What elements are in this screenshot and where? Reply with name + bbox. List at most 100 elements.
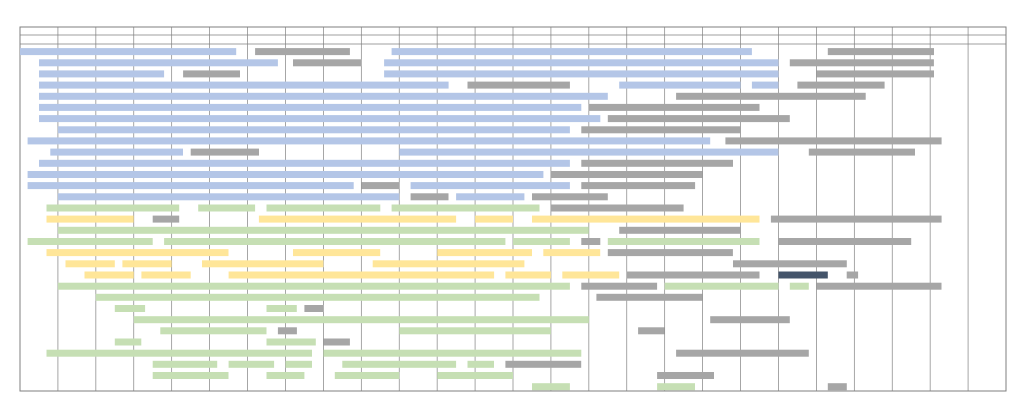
gantt-bar-gray-28 [190, 148, 259, 156]
gantt-bar-gray-9 [183, 70, 240, 78]
gantt-bar-blue-19 [39, 103, 582, 111]
gantt-bar-green-110 [334, 372, 400, 379]
gantt-bar-yellow-65 [543, 249, 601, 257]
gantt-bar-gray-91 [710, 316, 790, 324]
gantt-bar-gray-11 [816, 70, 934, 78]
gantt-bar-green-103 [228, 360, 275, 368]
gantt-bar-green-111 [437, 372, 513, 379]
gantt-bar-blue-25 [27, 137, 711, 145]
gantt-bar-gray-18 [676, 92, 866, 100]
gantt-bar-blue-23 [57, 126, 570, 134]
gantt-bar-blue-15 [751, 81, 779, 89]
gantt-bar-gray-49 [152, 215, 180, 223]
gantt-bar-gray-115 [827, 383, 847, 391]
gantt-bar-gray-71 [733, 260, 847, 268]
gantt-bar-gray-22 [607, 115, 790, 123]
gantt-bar-blue-41 [456, 193, 525, 201]
gantt-bar-gray-16 [797, 81, 885, 89]
gantt-bar-green-80 [57, 282, 570, 290]
gantt-bar-gray-79 [846, 271, 859, 279]
gantt-bar-gray-84 [816, 282, 942, 290]
gantt-bar-gray-66 [607, 249, 733, 257]
gantt-bar-yellow-70 [372, 260, 525, 268]
gantt-bar-blue-37 [410, 182, 570, 190]
gantt-bar-yellow-52 [532, 215, 760, 223]
gantt-bar-green-108 [152, 372, 229, 379]
gantt-bar-blue-31 [39, 159, 570, 167]
gantt-bar-blue-33 [27, 171, 544, 178]
gantt-bar-blue-39 [57, 193, 400, 201]
gantt-bar-gray-24 [581, 126, 741, 134]
gantt-bar-green-105 [342, 360, 457, 368]
gantt-bar-gray-5 [293, 59, 362, 67]
gantt-bar-gray-101 [676, 349, 809, 357]
gantt-bar-green-92 [160, 327, 267, 335]
gantt-bar-gray-77 [626, 271, 760, 279]
gantt-bar-gray-36 [361, 182, 400, 190]
gantt-bar-green-44 [198, 204, 256, 212]
gantt-bar-yellow-67 [65, 260, 115, 268]
gantt-bar-gray-89 [304, 305, 324, 312]
gantt-bar-green-54 [57, 226, 589, 234]
gantt-bar-blue-8 [39, 70, 165, 78]
gantt-bar-gray-40 [410, 193, 449, 201]
gantt-bar-blue-4 [39, 59, 278, 67]
gantt-bar-green-88 [266, 305, 297, 312]
gantt-bar-yellow-74 [228, 271, 495, 279]
gantt-bar-gray-59 [581, 238, 601, 245]
gantt-bar-green-104 [285, 360, 312, 368]
gantt-bar-green-83 [789, 282, 809, 290]
gantt-bar-green-102 [152, 360, 218, 368]
gantt-bar-blue-10 [384, 70, 779, 78]
gantt-bar-gray-107 [505, 360, 582, 368]
gantt-bar-yellow-50 [258, 215, 457, 223]
gantt-bar-gray-55 [619, 226, 741, 234]
gantt-bar-green-43 [46, 204, 180, 212]
gantt-bar-yellow-63 [293, 249, 381, 257]
gantt-bar-blue-17 [39, 92, 608, 100]
gantt-bar-green-106 [467, 360, 494, 368]
gantt-bar-green-97 [266, 338, 316, 346]
gantt-bar-blue-2 [391, 48, 752, 56]
gantt-bar-gray-86 [596, 293, 703, 301]
gantt-bar-green-46 [391, 204, 540, 212]
gantt-bar-gray-98 [323, 338, 350, 346]
gantt-bar-yellow-64 [437, 249, 532, 257]
gantt-bar-blue-35 [27, 182, 354, 190]
gantt-bar-green-58 [513, 238, 570, 245]
gantt-bar-green-94 [399, 327, 551, 335]
gantt-bar-gray-3 [827, 48, 934, 56]
gantt-bar-green-99 [46, 349, 312, 357]
gantt-bar-green-96 [114, 338, 142, 346]
gantt-bar-gray-95 [638, 327, 665, 335]
gantt-bar-green-60 [607, 238, 760, 245]
gantt-bar-gray-20 [588, 103, 760, 111]
gantt-bar-yellow-69 [202, 260, 324, 268]
gantt-bar-blue-12 [39, 81, 449, 89]
gantt-bar-green-57 [164, 238, 506, 245]
gantt-bar-yellow-62 [46, 249, 229, 257]
gantt-bar-blue-29 [399, 148, 779, 156]
gantt-bar-gray-53 [770, 215, 942, 223]
bar-layer [20, 48, 942, 391]
gantt-bar-gray-34 [550, 171, 703, 178]
gantt-bar-gray-26 [725, 137, 942, 145]
gantt-bar-green-82 [664, 282, 779, 290]
gantt-bar-blue-6 [384, 59, 779, 67]
gantt-bar-blue-21 [39, 115, 601, 123]
gantt-bar-green-109 [266, 372, 305, 379]
gantt-bar-green-113 [532, 383, 570, 391]
gantt-bar-gray-7 [789, 59, 934, 67]
gantt-bar-gray-38 [581, 182, 696, 190]
gantt-bar-yellow-73 [141, 271, 191, 279]
gantt-bar-yellow-76 [562, 271, 620, 279]
gantt-bar-blue-0 [20, 48, 237, 56]
gantt-bar-blue-27 [50, 148, 183, 156]
gantt-bar-green-100 [323, 349, 582, 357]
gantt-bar-gray-13 [467, 81, 570, 89]
gantt-bar-gray-32 [581, 159, 733, 167]
gantt-bar-gray-61 [778, 238, 912, 245]
gantt-bar-yellow-75 [505, 271, 551, 279]
